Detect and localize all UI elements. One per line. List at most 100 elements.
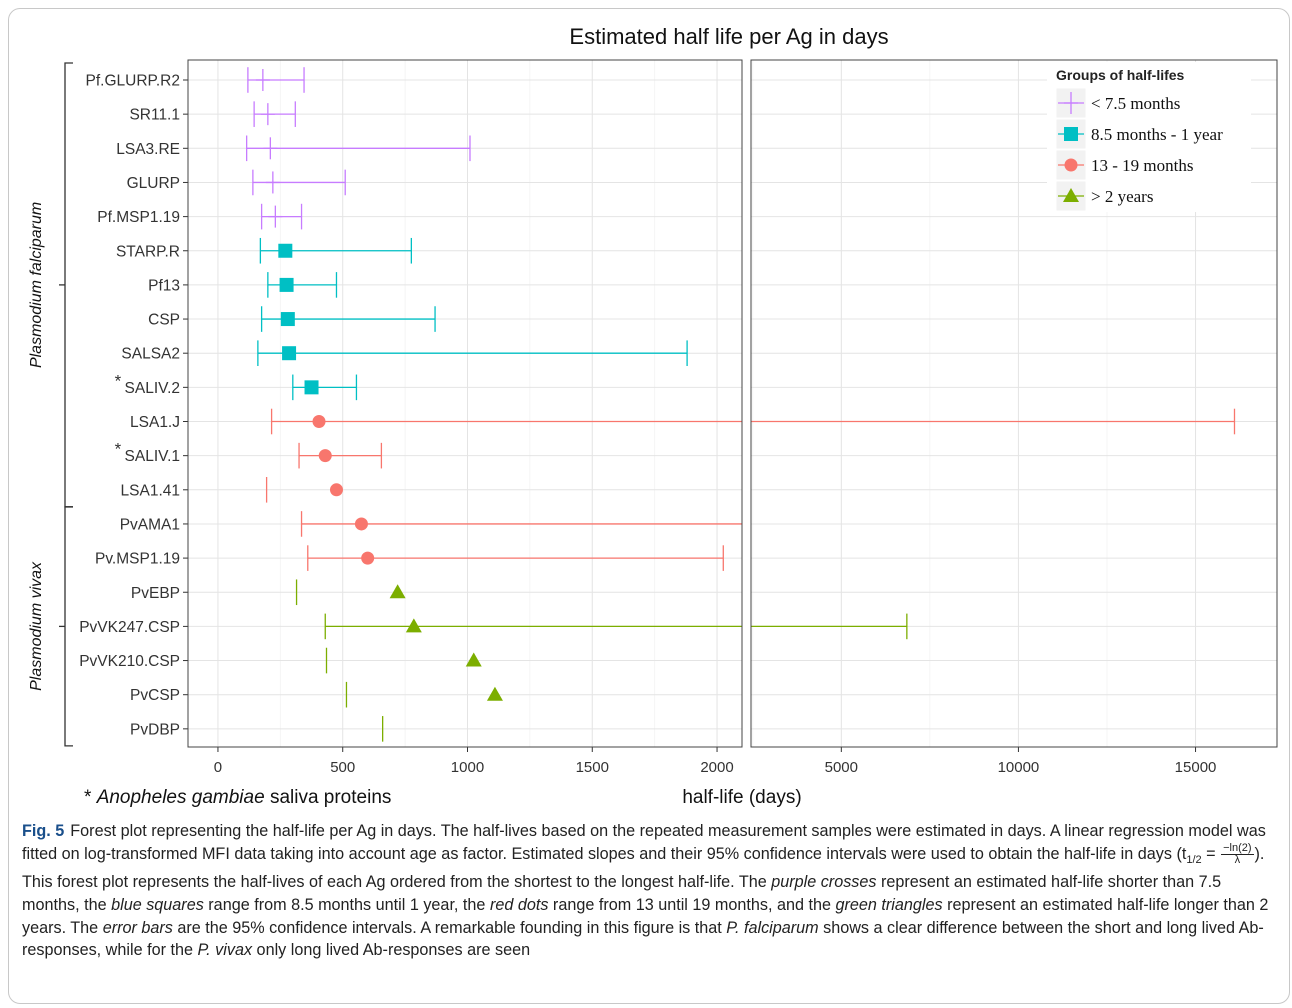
- y-tick-label: PvEBP: [131, 585, 180, 602]
- panel-background: [188, 60, 742, 747]
- point-estimate: [263, 137, 278, 160]
- point-estimate: [405, 618, 422, 633]
- group-bracket: [64, 62, 73, 508]
- legend-key: [1055, 87, 1087, 119]
- figure-caption: Fig. 5 Forest plot representing the half-…: [22, 820, 1280, 962]
- caption-text-4: range from 8.5 months until 1 year, the: [203, 896, 490, 915]
- forest-row: [259, 237, 412, 264]
- caption-term-red: red dots: [489, 896, 549, 915]
- caption-equals: =: [1201, 844, 1221, 863]
- caption-text-9: only long lived Ab-responses are seen: [252, 941, 531, 960]
- caption-fraction: −ln(2) λ: [1221, 841, 1254, 866]
- fraction-numerator: −ln(2): [1221, 841, 1254, 855]
- y-tick-label: LSA3.RE: [116, 141, 180, 158]
- x-axis-title: half-life (days): [682, 787, 801, 808]
- y-tick-label: Pf13: [148, 277, 180, 294]
- legend-key-marker: [1064, 92, 1078, 114]
- point-estimate: [329, 483, 343, 497]
- point-estimate: [361, 551, 375, 565]
- caption-term-pf: P. falciparum: [726, 918, 819, 937]
- point-estimate: [279, 277, 294, 292]
- legend-key-marker: [1064, 158, 1078, 172]
- legend: Groups of half-lifes < 7.5 months 8.5 mont…: [1047, 62, 1251, 212]
- forest-row: [324, 613, 908, 640]
- legend-label: < 7.5 months: [1091, 94, 1180, 113]
- x-tick-label: 500: [330, 759, 355, 776]
- caption-term-green: green triangles: [835, 896, 943, 915]
- forest-row: [307, 545, 724, 571]
- y-tick-label: PvDBP: [130, 721, 180, 738]
- group-label: Plasmodium falciparum: [28, 202, 45, 368]
- caption-text-7: are the 95% confidence intervals. A rema…: [172, 918, 727, 937]
- legend-key: [1055, 180, 1087, 212]
- point-estimate: [282, 346, 297, 361]
- point-estimate: [318, 449, 332, 463]
- star-marker: *: [115, 371, 122, 390]
- footnote-species: Anopheles gambiae: [96, 787, 270, 808]
- legend-key: [1055, 149, 1087, 181]
- y-tick-label: PvVK210.CSP: [79, 653, 180, 670]
- y-tick-label: Pv.MSP1.19: [95, 551, 180, 568]
- forest-row: [325, 647, 482, 674]
- forest-row: [298, 442, 383, 469]
- panel-border: [750, 59, 1278, 748]
- y-tick-label: LSA1.41: [121, 482, 180, 499]
- forest-row: [247, 67, 305, 93]
- caption-term-pv: P. vivax: [197, 941, 253, 960]
- point-estimate: [268, 205, 283, 228]
- caption-subscript: 1/2: [1186, 853, 1202, 866]
- legend-label: 13 - 19 months: [1091, 156, 1193, 175]
- point-estimate: [304, 380, 319, 395]
- footnote: * Anopheles gambiae saliva proteins: [84, 787, 391, 808]
- point-estimate: [389, 584, 406, 599]
- forest-row: [260, 203, 303, 230]
- figure-frame: [8, 8, 1290, 1004]
- x-tick-label: 2000: [700, 759, 733, 776]
- forest-row: [345, 681, 503, 708]
- forest-row: [270, 408, 1236, 435]
- forest-plot: Estimated half life per Ag in days 0 500 10…: [28, 24, 1278, 808]
- footnote-star: *: [84, 787, 97, 808]
- forest-row: [267, 272, 338, 298]
- fraction-denominator: λ: [1234, 853, 1241, 866]
- caption-text-5: range from 13 until 19 months, and the: [548, 896, 836, 915]
- x-tick-label: 15000: [1175, 759, 1217, 776]
- caption-text-8: shows a clear difference between the sho…: [22, 918, 1264, 960]
- data-marks: [245, 67, 1236, 742]
- legend-key: [1055, 118, 1087, 150]
- star-marker: *: [115, 440, 122, 459]
- y-tick-label: Pf.GLURP.R2: [86, 73, 180, 90]
- legend-key-marker: [1064, 127, 1078, 141]
- chart-title: Estimated half life per Ag in days: [569, 24, 888, 49]
- point-estimate: [260, 103, 275, 126]
- y-tick-label: PvCSP: [130, 687, 180, 704]
- y-tick-label: Pf.MSP1.19: [97, 209, 180, 226]
- point-estimate: [255, 69, 270, 91]
- forest-row: [253, 101, 296, 127]
- point-estimate: [312, 415, 326, 428]
- legend-key-marker: [1063, 188, 1079, 202]
- panel-border: [187, 59, 743, 748]
- caption-term-purple: purple crosses: [771, 873, 877, 892]
- point-estimate: [465, 652, 482, 667]
- point-estimate: [486, 686, 503, 701]
- x-tick-label: 10000: [998, 759, 1040, 776]
- forest-row: [292, 374, 358, 401]
- x-tick-label: 0: [214, 759, 222, 776]
- x-tick-label: 1500: [576, 759, 609, 776]
- forest-row: [245, 135, 471, 162]
- y-tick-label: SALSA2: [121, 346, 180, 363]
- x-tick-label: 5000: [825, 759, 858, 776]
- y-tick-label: GLURP: [127, 175, 180, 192]
- caption-text-2: ). This forest plot represents the half-…: [22, 844, 1265, 892]
- caption-text-3: represent an estimated half-life shorter…: [22, 873, 1222, 915]
- figure-label: Fig. 5: [22, 822, 65, 840]
- y-tick-label: SALIV.2: [125, 380, 180, 397]
- caption-text-1: Forest plot representing the half-life p…: [22, 822, 1266, 863]
- forest-row: [252, 169, 346, 196]
- forest-row: [265, 477, 343, 503]
- point-estimate: [280, 312, 295, 327]
- y-tick-label: STARP.R: [116, 243, 180, 260]
- caption-term-blue: blue squares: [111, 896, 204, 915]
- y-tick-label: PvVK247.CSP: [79, 619, 180, 636]
